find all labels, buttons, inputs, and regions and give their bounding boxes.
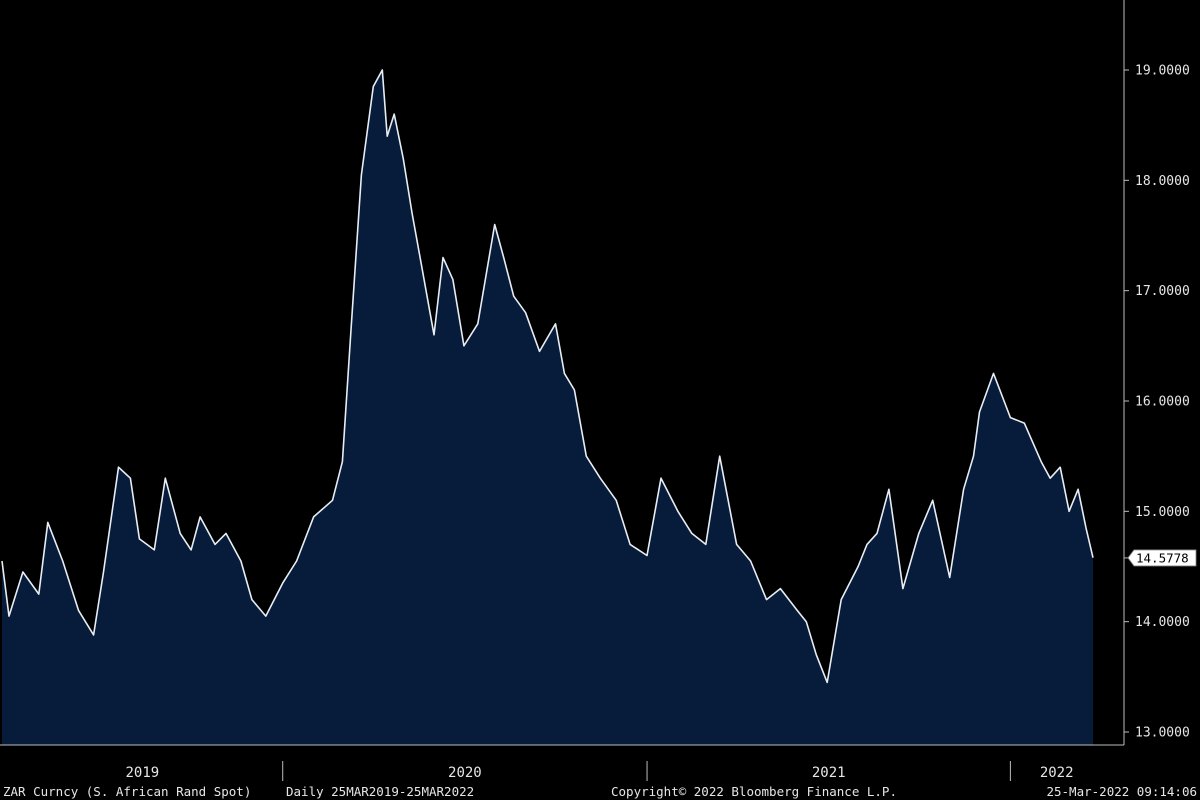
footer: ZAR Curncy (S. African Rand Spot) Daily …	[3, 784, 1197, 799]
y-tick-label: 17.0000	[1135, 284, 1190, 299]
last-value-label: 14.5778	[1136, 550, 1189, 565]
footer-timestamp: 25-Mar-2022 09:14:06	[1046, 784, 1197, 799]
footer-copyright: Copyright© 2022 Bloomberg Finance L.P.	[611, 784, 897, 799]
year-label: 2022	[1040, 765, 1074, 781]
area-layer	[1, 69, 1094, 745]
year-label: 2020	[448, 765, 482, 781]
y-tick-label: 14.0000	[1135, 615, 1190, 630]
y-tick-label: 18.0000	[1135, 174, 1190, 189]
y-tick-label: 16.0000	[1135, 395, 1190, 410]
y-tick-label: 15.0000	[1135, 505, 1190, 520]
last-value-marker: 14.5778	[1124, 549, 1197, 567]
footer-range: Daily 25MAR2019-25MAR2022	[286, 784, 474, 799]
y-tick-label: 19.0000	[1135, 64, 1190, 79]
year-label: 2021	[812, 765, 846, 781]
x-axis: 2019 2020 2021 2022	[125, 761, 1074, 781]
series-line	[1, 69, 1094, 684]
last-value-badge	[1127, 549, 1197, 567]
footer-security: ZAR Curncy (S. African Rand Spot)	[3, 784, 251, 799]
year-label: 2019	[125, 765, 159, 781]
y-tick-label: 13.0000	[1135, 726, 1190, 741]
series-area	[2, 70, 1093, 745]
y-axis: 13.0000 14.0000 15.0000 16.0000 17.0000 18.00…	[1124, 64, 1190, 741]
axes-layer	[0, 0, 1125, 746]
